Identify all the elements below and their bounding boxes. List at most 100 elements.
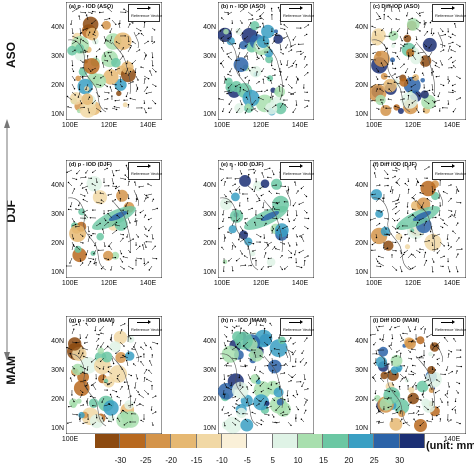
wind-vector <box>260 355 265 359</box>
precip-patch <box>111 57 121 68</box>
wind-vector-head <box>135 244 137 246</box>
wind-vector-head <box>395 206 398 208</box>
wind-vector-head <box>266 209 269 211</box>
wind-vector-head <box>276 202 279 205</box>
wind-vector <box>389 325 393 330</box>
wind-vector-head <box>253 338 255 340</box>
wind-vector-head <box>67 181 70 184</box>
wind-vector-head <box>423 361 425 363</box>
wind-vector-head <box>297 79 299 81</box>
wind-vector-head <box>273 40 275 42</box>
lon-label: 100E <box>213 280 231 287</box>
lat-label: 20N <box>51 240 64 247</box>
precip-patch <box>239 175 251 187</box>
wind-vector-head <box>387 15 389 18</box>
wind-vector <box>70 201 73 207</box>
wind-vector-head <box>262 206 264 209</box>
wind-vector-head <box>82 61 84 63</box>
wind-vector-head <box>457 253 459 255</box>
wind-vector-head <box>236 400 238 402</box>
wind-vector-head <box>411 267 414 269</box>
wind-vector <box>127 193 129 199</box>
wind-vector-head <box>124 174 126 176</box>
reference-vector-label: Reference Vector <box>131 13 162 18</box>
wind-vector-head <box>234 407 236 409</box>
wind-vector <box>415 397 421 401</box>
wind-vector-head <box>267 243 269 246</box>
precip-patch <box>249 347 264 362</box>
wind-vector <box>395 167 401 171</box>
wind-vector-head <box>258 347 261 349</box>
wind-vector-head <box>136 220 138 222</box>
wind-vector <box>255 397 260 402</box>
reference-vector-box: Reference Vector <box>432 318 466 336</box>
wind-vector-head <box>227 73 229 76</box>
wind-vector-head <box>445 369 448 371</box>
wind-vector <box>271 105 276 109</box>
wind-vector-head <box>290 45 293 47</box>
wind-vector <box>451 214 457 219</box>
wind-vector-head <box>442 191 445 193</box>
wind-vector <box>423 240 430 243</box>
wind-vector-head <box>225 386 228 388</box>
wind-vector <box>391 225 396 230</box>
wind-vector-head <box>84 195 86 197</box>
wind-vector <box>292 373 297 378</box>
wind-vector-head <box>138 32 140 35</box>
precip-patch <box>389 418 403 431</box>
wind-vector-head <box>115 391 118 393</box>
wind-vector <box>396 405 401 411</box>
wind-vector <box>383 371 390 375</box>
wind-vector-head <box>226 53 228 55</box>
lat-label: 10N <box>51 269 64 276</box>
precip-patch <box>103 69 119 85</box>
wind-vector-head <box>220 357 222 360</box>
wind-vector-head <box>129 47 132 49</box>
wind-vector-head <box>436 344 438 346</box>
wind-vector <box>146 91 153 94</box>
wind-vector-head <box>88 96 91 98</box>
wind-vector-head <box>140 66 142 68</box>
wind-vector <box>295 209 298 216</box>
wind-vector <box>452 405 457 410</box>
wind-vector <box>455 356 461 359</box>
wind-vector <box>79 352 84 359</box>
wind-vector <box>223 412 229 415</box>
reference-vector-box: Reference Vector <box>128 318 162 336</box>
wind-vector-head <box>432 205 434 207</box>
wind-vector <box>239 328 242 335</box>
wind-vector <box>75 225 81 228</box>
wind-vector-head <box>283 364 286 366</box>
wind-vector <box>407 27 409 34</box>
wind-vector <box>247 381 252 386</box>
wind-vector <box>79 365 86 369</box>
precip-patch <box>114 32 132 51</box>
wind-vector-head <box>401 40 403 42</box>
wind-vector-head <box>383 197 385 199</box>
wind-vector <box>151 67 157 72</box>
reference-vector-box: Reference Vector <box>280 318 314 336</box>
wind-vector-head <box>147 40 149 43</box>
wind-vector-head <box>442 49 445 51</box>
wind-vector <box>127 217 131 223</box>
wind-vector <box>415 91 420 97</box>
wind-vector <box>255 71 258 77</box>
colorbar-cell <box>323 434 349 448</box>
wind-vector-head <box>292 353 294 356</box>
wind-vector-head <box>412 364 414 367</box>
wind-vector-head <box>288 220 290 223</box>
wind-vector-head <box>270 384 272 386</box>
wind-vector <box>103 413 108 419</box>
wind-vector <box>415 19 421 24</box>
wind-vector <box>228 99 233 105</box>
wind-vector-head <box>250 359 252 361</box>
wind-vector-head <box>258 378 260 380</box>
wind-vector-head <box>95 378 97 380</box>
wind-vector <box>238 233 241 240</box>
precip-patch <box>101 20 111 30</box>
wind-vector <box>71 241 75 247</box>
wind-vector-head <box>85 322 87 325</box>
precip-patch <box>404 338 416 350</box>
wind-vector-head <box>73 88 76 90</box>
wind-vector <box>143 107 147 113</box>
